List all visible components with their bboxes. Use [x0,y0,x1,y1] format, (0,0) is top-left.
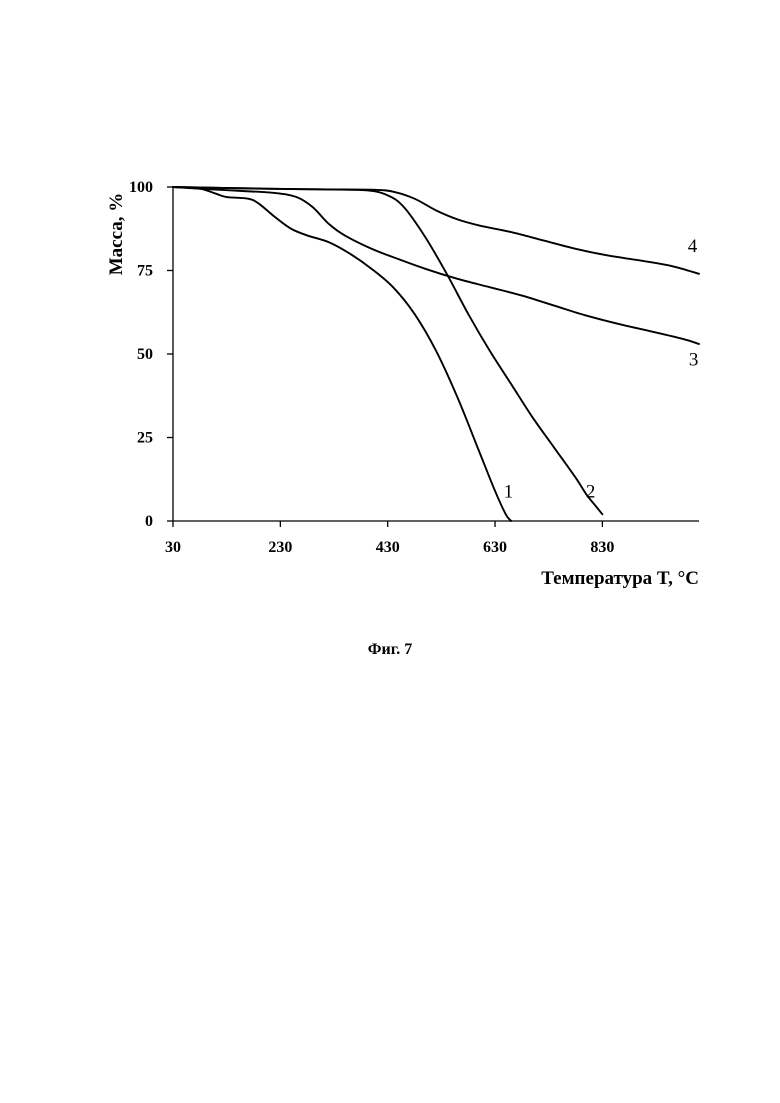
series-line-2 [173,187,602,514]
series-line-1 [173,187,511,521]
x-tick-label: 830 [590,539,614,556]
figure-caption: Фиг. 7 [0,641,780,659]
labels-group: 1 2 3 4 [504,236,699,502]
y-tick-label: 50 [137,346,153,363]
axes: 0 25 50 75 100 30 230 430 630 830 Температура T, °… [106,179,699,589]
curve-label-4: 4 [688,236,698,257]
x-tick-label: 630 [483,539,507,556]
series-group [173,187,699,521]
curve-label-3: 3 [689,350,699,371]
curve-label-1: 1 [504,482,514,503]
x-tick-label: 30 [165,539,181,556]
x-tick-label: 430 [376,539,400,556]
y-axis-title: Масса, % [106,193,127,276]
curve-label-2: 2 [586,482,596,503]
y-tick-label: 0 [145,513,153,530]
y-tick-label: 75 [137,263,153,280]
y-tick-label: 25 [137,430,153,447]
y-tick-label: 100 [129,179,153,196]
x-axis-title: Температура T, °C [541,568,699,589]
x-tick-label: 230 [268,539,292,556]
